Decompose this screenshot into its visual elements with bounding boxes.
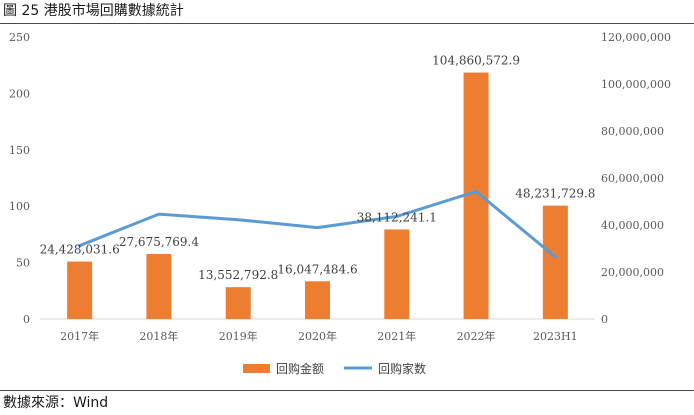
legend-bar-swatch — [243, 364, 270, 373]
x-tick-label: 2020年 — [298, 329, 337, 343]
x-tick-label: 2022年 — [457, 329, 496, 343]
bar-data-label: 48,231,729.8 — [515, 187, 595, 201]
bottom-rule — [0, 390, 694, 391]
bar-data-label: 38,112,241.1 — [357, 210, 437, 224]
right-tick-label: 60,000,000 — [601, 172, 664, 185]
left-tick-label: 0 — [23, 313, 30, 326]
left-tick-label: 50 — [16, 257, 30, 270]
bar-data-label: 24,428,031.6 — [40, 243, 120, 257]
bar-data-label: 13,552,792.8 — [198, 268, 278, 282]
bar-data-labels: 24,428,031.627,675,769.4 13,552,792.8 16,0… — [40, 54, 596, 283]
x-tick-label: 2019年 — [219, 329, 258, 343]
x-tick-label: 2021年 — [377, 329, 416, 343]
figure-title: 圖 25 港股市場回購數據統計 — [3, 3, 184, 19]
bar — [225, 287, 251, 319]
line-series — [78, 190, 557, 259]
x-tick-label: 2017年 — [60, 329, 99, 343]
right-tick-label: 120,000,000 — [601, 31, 671, 44]
right-tick-label: 80,000,000 — [601, 125, 664, 138]
left-axis-ticks: 0 50 100 150 200 250 — [9, 31, 30, 326]
legend-bar-label: 回购金额 — [276, 361, 324, 376]
bar-data-label: 104,860,572.9 — [432, 54, 520, 68]
bar-data-label: 16,047,484.6 — [277, 262, 357, 276]
source-note: 數據來源：Wind — [3, 395, 109, 411]
right-axis-ticks: 0 20,000,000 40,000,000 60,000,000 80,000,00… — [601, 31, 671, 326]
left-tick-label: 150 — [9, 144, 30, 157]
bar — [463, 72, 489, 319]
title-rule — [0, 23, 694, 24]
left-tick-label: 250 — [9, 31, 30, 44]
right-tick-label: 100,000,000 — [601, 78, 671, 91]
x-axis-ticks: 2017年 2018年 2019年 2020年 2021年 2022年 2023H1 — [60, 329, 578, 343]
bar — [146, 253, 172, 319]
bar-series — [67, 72, 568, 319]
right-tick-label: 0 — [601, 313, 608, 326]
chart: 0 50 100 150 200 250 0 20,000,000 40,000,000 60,… — [9, 31, 671, 376]
x-tick-label: 2023H1 — [533, 330, 578, 343]
line-path — [78, 190, 557, 259]
bar-data-label: 27,675,769.4 — [119, 235, 200, 249]
bar — [67, 261, 93, 319]
bar — [305, 281, 330, 319]
legend: 回购金额 回购家数 — [243, 361, 426, 376]
bar — [384, 229, 410, 319]
legend-line-label: 回购家数 — [378, 361, 426, 376]
x-tick-label: 2018年 — [139, 329, 178, 343]
right-tick-label: 40,000,000 — [601, 219, 664, 232]
left-tick-label: 100 — [9, 200, 30, 213]
bar — [542, 205, 568, 319]
right-tick-label: 20,000,000 — [601, 266, 664, 279]
left-tick-label: 200 — [9, 87, 30, 100]
